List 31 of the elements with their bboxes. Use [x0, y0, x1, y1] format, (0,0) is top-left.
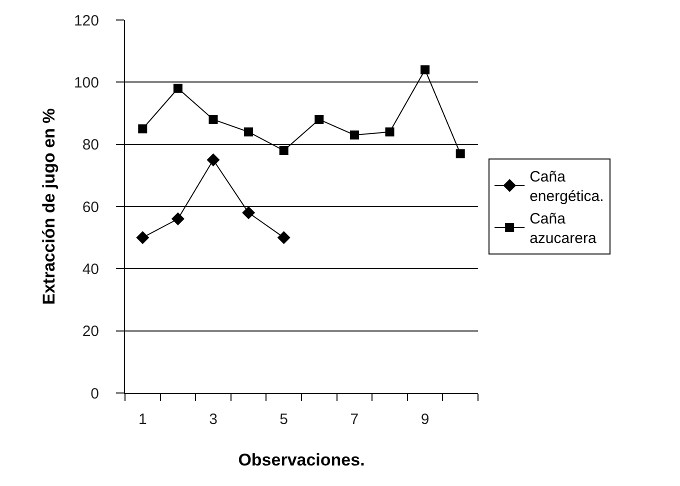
point	[208, 114, 218, 124]
x-tick-label: 3	[209, 411, 218, 428]
point	[277, 231, 290, 244]
point	[420, 65, 430, 74]
y-tick-label: 40	[82, 260, 99, 278]
point	[173, 84, 182, 93]
y-tick-label: 20	[82, 323, 99, 340]
legend-label: Caña azucarera	[530, 210, 597, 248]
point	[350, 130, 359, 140]
y-tick-label: 100	[74, 74, 99, 92]
point	[456, 149, 465, 158]
point	[242, 206, 256, 220]
point	[206, 153, 220, 166]
point	[138, 124, 148, 134]
x-tick-label: 9	[420, 411, 430, 428]
point	[385, 127, 394, 136]
y-tick-label: 120	[74, 12, 99, 30]
point	[314, 114, 324, 124]
x-tick-label: 7	[350, 411, 359, 428]
y-tick-label: 0	[90, 385, 99, 402]
y-tick-label: 60	[82, 198, 99, 216]
x-tick-label: 1	[138, 411, 147, 428]
y-tick-label: 80	[82, 136, 99, 154]
x-tick-label: 5	[280, 411, 288, 428]
legend-label: Caña energética.	[530, 168, 604, 206]
point	[136, 231, 150, 244]
y-axis-title: Extracción de jugo en %	[40, 108, 59, 305]
point	[279, 146, 288, 156]
x-axis-title: Observaciones.	[238, 450, 365, 470]
point	[244, 127, 254, 136]
point	[171, 212, 184, 226]
